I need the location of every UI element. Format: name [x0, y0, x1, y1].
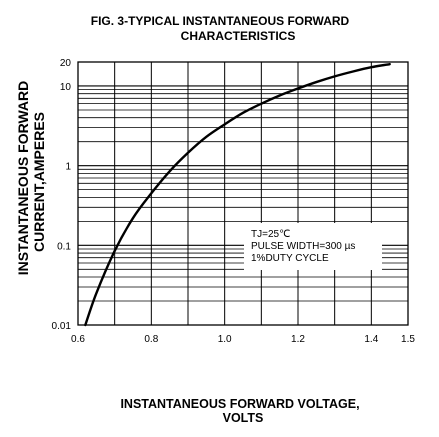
note-temperature: TJ=25℃	[251, 229, 290, 240]
grid	[78, 62, 408, 325]
chart-title-line-1: FIG. 3-TYPICAL INSTANTANEOUS FORWARD	[91, 14, 350, 28]
x-axis-label-line-2: VOLTS	[223, 411, 264, 425]
forward-current-curve	[84, 62, 391, 327]
x-tick-label: 0.6	[71, 334, 85, 345]
x-tick-label: 1.5	[401, 334, 415, 345]
y-axis-label-line-1: INSTANTANEOUS FORWARD	[15, 81, 31, 275]
x-tick-labels: 0.6 0.8 1.0 1.2 1.4 1.5	[71, 334, 415, 345]
chart-title-line-2: CHARACTERISTICS	[181, 29, 296, 43]
y-axis-label-line-2: CURRENT,AMPERES	[31, 112, 47, 252]
y-tick-label: 1	[65, 162, 71, 173]
note-duty-cycle: 1%DUTY CYCLE	[251, 253, 329, 264]
y-tick-label: 0.01	[52, 321, 72, 332]
x-tick-label: 0.8	[144, 334, 158, 345]
x-axis-label-line-1: INSTANTANEOUS FORWARD VOLTAGE,	[120, 397, 359, 411]
y-tick-label: 20	[60, 58, 72, 69]
x-tick-label: 1.4	[364, 334, 378, 345]
y-tick-label: 10	[60, 82, 72, 93]
conditions-note-box	[244, 223, 382, 270]
y-tick-label: 0.1	[57, 241, 71, 252]
note-pulse-width: PULSE WIDTH=300 µs	[251, 241, 355, 252]
x-tick-label: 1.2	[291, 334, 305, 345]
y-tick-labels: 0.01 0.1 1 10 20	[52, 58, 72, 332]
x-tick-label: 1.0	[218, 334, 232, 345]
plot-frame	[77, 61, 409, 326]
conditions-note: TJ=25℃ PULSE WIDTH=300 µs 1%DUTY CYCLE	[244, 223, 382, 270]
